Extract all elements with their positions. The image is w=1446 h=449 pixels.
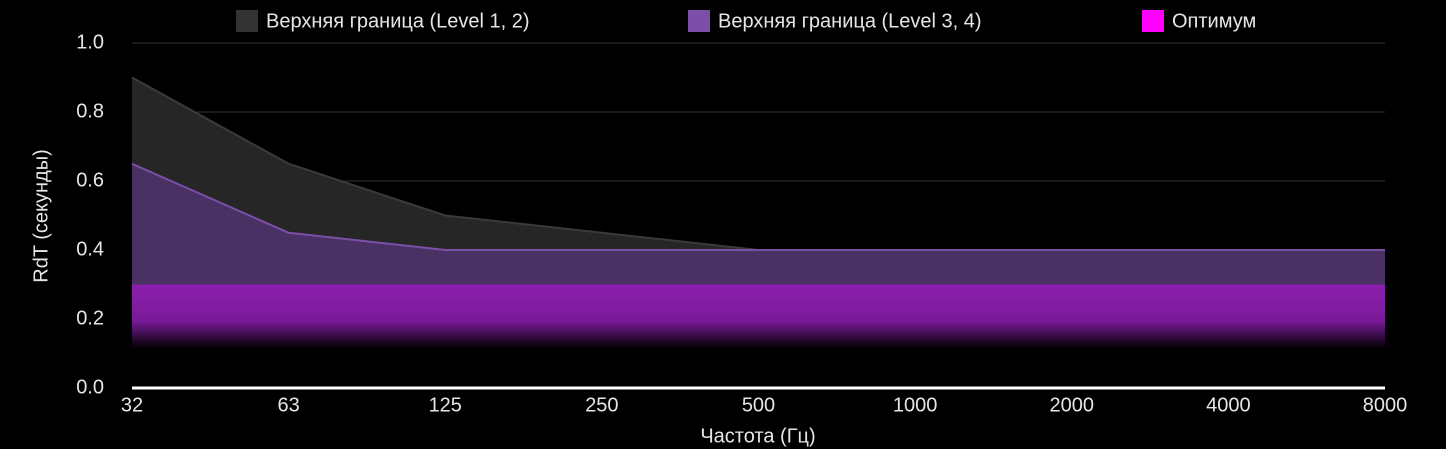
area-line xyxy=(131,162,1385,251)
y-tick-label: 0.0 xyxy=(76,376,104,398)
x-tick-label: 8000 xyxy=(1363,394,1408,416)
y-tick-label: 0.2 xyxy=(76,307,104,329)
x-axis-label: Частота (Гц) xyxy=(700,425,815,447)
x-tick-label: 500 xyxy=(742,394,775,416)
x-tick-label: 1000 xyxy=(893,394,938,416)
y-tick-label: 0.8 xyxy=(76,100,104,122)
y-axis-label: RdT (секунды) xyxy=(30,149,52,283)
legend-label: Оптимум xyxy=(1172,10,1256,32)
x-tick-label: 63 xyxy=(278,394,300,416)
x-tick-label: 250 xyxy=(585,394,618,416)
y-tick-label: 0.4 xyxy=(76,238,104,260)
legend-swatch xyxy=(236,10,258,32)
x-tick-label: 4000 xyxy=(1206,394,1251,416)
x-tick-label: 2000 xyxy=(1050,394,1095,416)
legend-swatch xyxy=(688,10,710,32)
x-tick-label: 32 xyxy=(121,394,143,416)
legend-swatch xyxy=(1142,10,1164,32)
y-tick-label: 0.6 xyxy=(76,169,104,191)
legend-label: Верхняя граница (Level 1, 2) xyxy=(266,10,530,32)
y-tick-label: 1.0 xyxy=(76,31,104,53)
legend-label: Верхняя граница (Level 3, 4) xyxy=(718,10,982,32)
area xyxy=(132,284,1385,388)
x-tick-label: 125 xyxy=(429,394,462,416)
